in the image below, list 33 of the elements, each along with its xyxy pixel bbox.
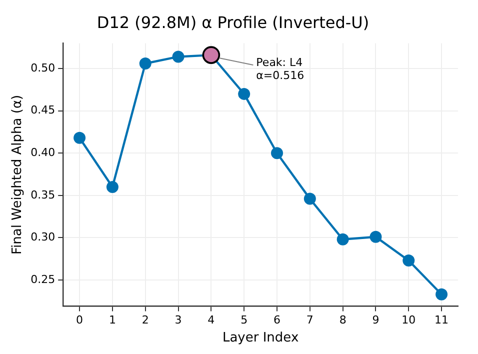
y-tick-label: 0.40	[30, 146, 56, 159]
point	[172, 50, 184, 63]
chart-title: D12 (92.8M) α Profile (Inverted-U)	[96, 12, 370, 32]
x-tick-label: 2	[142, 314, 149, 327]
point	[336, 233, 349, 246]
x-tick-label: 6	[274, 314, 280, 327]
annotation: Peak: L4 α=0.516	[256, 56, 304, 82]
y-tick-label: 0.50	[30, 61, 56, 74]
point	[402, 254, 415, 267]
x-tick-label: 9	[372, 314, 380, 327]
point	[106, 180, 118, 193]
x-tick-label: 4	[208, 314, 215, 327]
point	[139, 57, 152, 70]
y-tick-label: 0.45	[30, 104, 56, 117]
y-tick-label: 0.30	[30, 230, 56, 244]
x-tick-label: 5	[240, 314, 248, 327]
x-tick-label: 11	[434, 314, 449, 327]
x-tick-label: 7	[306, 314, 314, 327]
y-tick-label: 0.35	[30, 188, 56, 202]
x-tick-label: 8	[339, 314, 346, 327]
y-axis-title: Final Weighted Alpha (α)	[10, 94, 26, 254]
x-tick-label: 0	[76, 314, 84, 327]
point	[370, 230, 382, 243]
y-tick-label: 0.25	[30, 272, 56, 286]
x-axis-title: Layer Index	[222, 330, 299, 346]
point	[304, 192, 316, 205]
x-tick-label: 3	[174, 314, 182, 327]
point	[271, 147, 283, 160]
point	[238, 88, 250, 100]
x-tick-label: 10	[402, 314, 416, 327]
point	[74, 132, 86, 144]
point	[436, 288, 448, 300]
x-tick-label: 1	[108, 314, 116, 327]
